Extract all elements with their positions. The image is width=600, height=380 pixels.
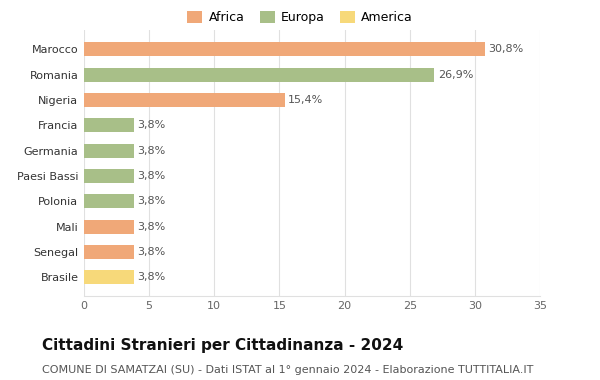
Text: 3,8%: 3,8%: [137, 120, 165, 130]
Text: 3,8%: 3,8%: [137, 196, 165, 206]
Text: 3,8%: 3,8%: [137, 146, 165, 156]
Text: COMUNE DI SAMATZAI (SU) - Dati ISTAT al 1° gennaio 2024 - Elaborazione TUTTITALI: COMUNE DI SAMATZAI (SU) - Dati ISTAT al …: [42, 365, 533, 375]
Text: Cittadini Stranieri per Cittadinanza - 2024: Cittadini Stranieri per Cittadinanza - 2…: [42, 338, 403, 353]
Bar: [84, 68, 434, 82]
Text: 3,8%: 3,8%: [137, 272, 165, 282]
Bar: [84, 195, 134, 208]
Bar: [84, 119, 134, 132]
Legend: Africa, Europa, America: Africa, Europa, America: [182, 6, 418, 29]
Text: 3,8%: 3,8%: [137, 222, 165, 232]
Bar: [84, 93, 284, 107]
Text: 15,4%: 15,4%: [288, 95, 323, 105]
Bar: [84, 245, 134, 259]
Bar: [84, 43, 485, 56]
Text: 26,9%: 26,9%: [438, 70, 473, 80]
Bar: [84, 169, 134, 183]
Bar: [84, 144, 134, 158]
Text: 30,8%: 30,8%: [488, 44, 524, 54]
Text: 3,8%: 3,8%: [137, 171, 165, 181]
Bar: [84, 220, 134, 234]
Text: 3,8%: 3,8%: [137, 247, 165, 257]
Bar: [84, 271, 134, 284]
